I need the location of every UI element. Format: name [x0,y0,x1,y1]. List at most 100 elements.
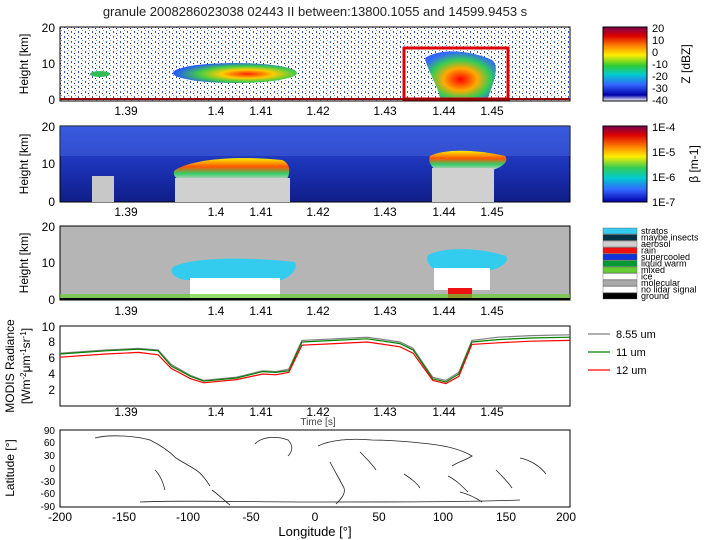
modis-panel: MODIS Radiance [Wm-2μm-1sr-1] 2 4 6 8 10… [3,319,656,428]
class-xtick: 1.43 [373,304,397,318]
modis-legend-label: 12 um [616,365,647,377]
radar-xticks: 1.39 1.4 1.41 1.42 1.43 1.44 1.45 [114,104,504,118]
radar-cbar-tick: 20 [652,23,664,35]
radar-cbar-tick: -30 [652,83,668,95]
class-ytick: 10 [42,256,56,270]
class-ice-cloud [171,258,296,280]
legend-label: ice [641,272,653,282]
map-yticks: 90 60 30 0 -30 -60 -90 [41,426,56,513]
legend-swatch [602,247,638,254]
class-xtick: 1.4 [208,304,225,318]
legend-label: molecular [641,278,680,288]
modis-legend-label: 8.55 um [616,329,656,341]
radar-xtick: 1.39 [114,104,138,118]
map-ylabel: Latitude [°] [3,439,17,497]
lidar-panel: Height [km] 0 10 20 1.39 1.4 1.41 1.42 1… [17,120,701,219]
radar-cloud-patch [90,71,110,77]
lidar-cbar-tick: 1E-6 [652,172,675,184]
lidar-ytick: 10 [42,157,56,171]
class-ytick: 20 [42,220,56,234]
radar-panel: Height [km] 0 10 20 1.39 1.4 1.41 1.42 1… [17,21,693,118]
lidar-xtick: 1.42 [306,205,330,219]
map-ytick: -60 [41,489,56,500]
classification-panel: Height [km] 0 10 20 1.39 1.4 1.41 1.42 1… [17,220,699,318]
legend-label: mixed [641,265,665,275]
legend-swatch [602,266,638,274]
radar-colorbar-label: Z [dBZ] [679,44,693,83]
lidar-colorbar-ticks: 1E-4 1E-5 1E-6 1E-7 [652,122,675,209]
map-ytick: -90 [41,502,56,513]
radar-ytick: 0 [48,93,55,107]
radar-xtick: 1.4 [208,104,225,118]
lidar-colorbar-label: β [m-1] [687,145,701,183]
modis-xtick: 1.44 [432,405,456,419]
legend-swatch [602,234,638,241]
modis-legend-label: 11 um [616,347,646,359]
radar-cbar-tick: -40 [652,95,668,107]
modis-xtick: 1.45 [480,405,504,419]
lidar-xticks: 1.39 1.4 1.41 1.42 1.43 1.44 1.45 [114,205,504,219]
lidar-attenuated-region-2 [432,168,494,202]
map-ytick: -30 [41,477,56,488]
map-plot-bg [59,429,571,508]
legend-label: ground [641,291,669,301]
modis-ylabel-line1: MODIS Radiance [3,319,17,413]
legend-label: supercooled [641,252,690,262]
map-ytick: 60 [44,438,56,449]
map-xtick: 100 [433,510,453,524]
classification-yticks: 0 10 20 [42,220,56,307]
modis-series-line [59,334,571,382]
modis-xtick: 1.4 [208,405,225,419]
radar-cbar-tick: 10 [652,35,664,47]
lidar-cbar-tick: 1E-4 [652,122,675,134]
lidar-xtick: 1.43 [373,205,397,219]
legend-label: rain [641,246,656,256]
modis-lines [59,334,571,385]
modis-ytick: 2 [48,383,55,397]
map-xtick: -50 [242,510,260,524]
class-xtick: 1.45 [480,304,504,318]
radar-xtick: 1.41 [249,104,273,118]
radar-storm-cell [425,51,496,98]
class-xtick: 1.41 [249,304,273,318]
modis-ylabel-line2: [Wm-2μm-1sr-1] [19,328,34,404]
modis-yticks: 2 4 6 8 10 [42,320,56,397]
map-ytick: 0 [49,464,55,475]
map-xtick: -100 [176,510,200,524]
map-ytick: 90 [44,426,56,437]
radar-xtick: 1.44 [432,104,456,118]
modis-ytick: 4 [48,367,55,381]
modis-xtick: 1.43 [373,405,397,419]
modis-xticks: 1.39 1.4 1.41 1.42 1.43 1.44 1.45 [114,405,504,419]
map-ytick: 30 [44,451,56,462]
lidar-attenuated-region [175,178,290,202]
map-xlabel: Longitude [°] [278,524,351,539]
lidar-xtick: 1.45 [480,205,504,219]
classification-xticks: 1.39 1.4 1.41 1.42 1.43 1.44 1.45 [114,304,504,318]
radar-ytick: 20 [42,21,56,35]
lidar-cbar-tick: 1E-5 [652,147,675,159]
legend-swatch [602,273,638,280]
map-xtick: -150 [112,510,136,524]
radar-ylabel: Height [km] [17,34,31,95]
class-storm-cloud [427,249,507,270]
lidar-colorbar [602,125,648,203]
legend-swatch [602,227,638,235]
modis-legend: 8.55 um 11 um 12 um [588,329,656,377]
class-xtick: 1.44 [432,304,456,318]
map-xtick: -200 [48,510,72,524]
modis-ytick: 6 [48,351,55,365]
class-xtick: 1.42 [306,304,330,318]
lidar-xtick: 1.39 [114,205,138,219]
lidar-xtick: 1.44 [432,205,456,219]
radar-xtick: 1.45 [480,104,504,118]
legend-label: aerosol [641,239,671,249]
lidar-yticks: 0 10 20 [42,120,56,209]
lidar-cbar-tick: 1E-7 [652,197,675,209]
radar-ytick: 10 [42,57,56,71]
legend-label: liquid warm [641,259,687,269]
map-xtick: 200 [556,510,576,524]
lidar-xtick: 1.41 [249,205,273,219]
lidar-ytick: 20 [42,120,56,134]
